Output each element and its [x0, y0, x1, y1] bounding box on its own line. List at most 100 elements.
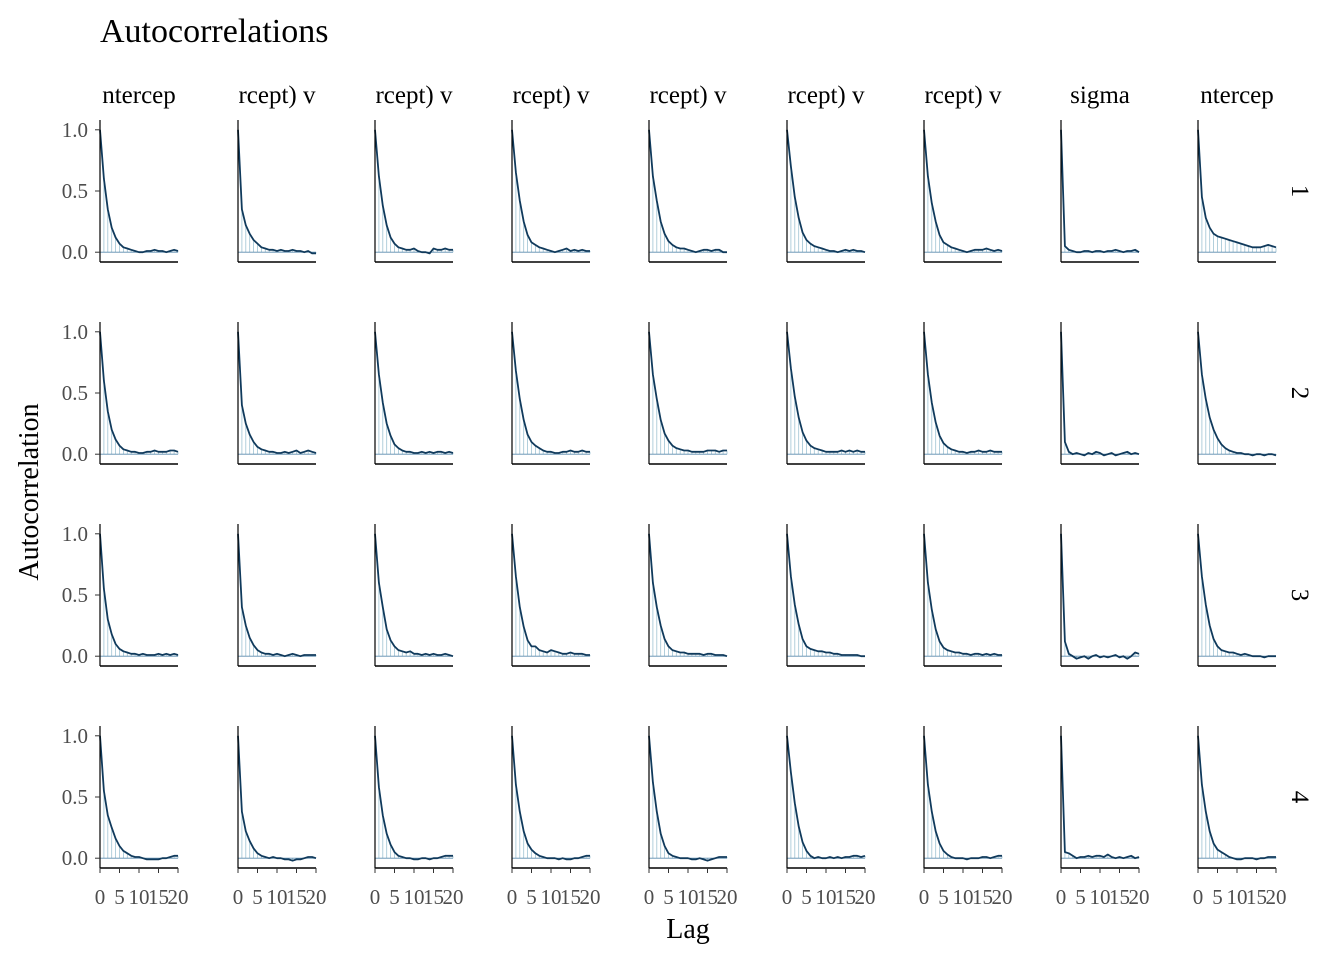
acf-line — [1197, 735, 1276, 861]
acf-panel — [1197, 120, 1277, 263]
y-tick-label: 0.5 — [62, 583, 88, 607]
acf-line — [374, 735, 453, 861]
column-strip-label: rcept) v — [924, 82, 1002, 109]
x-tick-label: 0 — [1193, 885, 1204, 909]
acf-line — [1060, 129, 1140, 254]
acf-line — [923, 533, 1002, 656]
x-tick-label: 10 — [129, 885, 150, 909]
acf-line — [99, 735, 178, 861]
x-tick-label: 15 — [1109, 885, 1130, 909]
acf-panel: 0.0 0.5 1.0 — [62, 320, 179, 466]
x-tick-label: 0 — [919, 885, 930, 909]
acf-panel — [1060, 120, 1140, 263]
acf-panel — [786, 120, 866, 263]
acf-panel — [237, 524, 317, 667]
acf-line — [923, 331, 1002, 454]
x-tick-label: 20 — [1129, 885, 1150, 909]
x-tick-label: 15 — [1246, 885, 1267, 909]
acf-panel — [786, 524, 865, 667]
acf-panel: 0.0 0.5 1.0 — [62, 118, 179, 264]
acf-line — [374, 331, 454, 454]
acf-line — [648, 331, 727, 453]
x-tick-label: 20 — [992, 885, 1013, 909]
acf-line — [511, 331, 590, 454]
acf-line — [99, 331, 179, 454]
row-strip-label: 1 — [1286, 185, 1313, 198]
y-tick-label: 0.5 — [62, 785, 88, 809]
acf-line — [511, 129, 590, 254]
acf-line — [786, 533, 865, 658]
column-strip-label: rcept) v — [375, 82, 453, 109]
x-tick-label: 15 — [148, 885, 169, 909]
x-tick-label: 5 — [252, 885, 263, 909]
x-tick-label: 0 — [782, 885, 793, 909]
acf-line — [1060, 331, 1140, 457]
acf-panel — [237, 322, 317, 465]
acf-panel — [511, 322, 591, 465]
acf-line — [648, 735, 727, 862]
acf-line — [1197, 533, 1276, 659]
acf-panel: 0.0 0.5 1.0 — [62, 522, 179, 668]
x-tick-label: 0 — [233, 885, 244, 909]
acf-panel — [374, 322, 454, 465]
x-tick-label: 20 — [855, 885, 876, 909]
column-strip-label: rcept) v — [649, 82, 727, 109]
y-tick-label: 1.0 — [62, 522, 88, 546]
x-tick-label: 0 — [370, 885, 381, 909]
x-tick-label: 10 — [1090, 885, 1111, 909]
x-tick-label: 5 — [526, 885, 537, 909]
acf-line — [237, 735, 317, 862]
y-tick-label: 0.0 — [62, 846, 88, 870]
y-tick-label: 1.0 — [62, 118, 88, 142]
y-tick-label: 0.0 — [62, 442, 88, 466]
acf-panel — [374, 524, 454, 667]
x-tick-label: 15 — [835, 885, 856, 909]
acf-panel — [374, 120, 454, 263]
acf-line — [511, 735, 590, 861]
x-tick-label: 15 — [286, 885, 307, 909]
acf-panel — [648, 322, 728, 465]
acf-line — [237, 129, 316, 255]
y-tick-label: 1.0 — [62, 320, 88, 344]
acf-line — [99, 533, 179, 656]
row-strip-label: 2 — [1286, 387, 1313, 400]
x-tick-label: 5 — [1075, 885, 1086, 909]
chart-title: Autocorrelations — [100, 13, 329, 50]
x-tick-label: 5 — [1212, 885, 1223, 909]
x-tick-label: 5 — [114, 885, 125, 909]
acf-panel — [1060, 524, 1140, 667]
column-strip-label: ntercep — [102, 82, 176, 109]
row-strip-label: 4 — [1286, 791, 1313, 804]
acf-line — [786, 735, 866, 860]
acf-line — [1060, 735, 1140, 860]
column-strip-label: sigma — [1070, 82, 1130, 109]
x-tick-label: 5 — [389, 885, 400, 909]
x-tick-label: 20 — [1266, 885, 1287, 909]
column-strip-label: rcept) v — [787, 82, 865, 109]
acf-line — [237, 533, 316, 658]
x-tick-label: 20 — [306, 885, 327, 909]
column-strip-label: ntercep — [1200, 82, 1274, 109]
y-tick-label: 1.0 — [62, 724, 88, 748]
acf-panel — [786, 322, 866, 465]
x-tick-label: 10 — [953, 885, 974, 909]
y-tick-label: 0.5 — [62, 381, 88, 405]
acf-panel — [511, 524, 591, 667]
acf-line — [786, 129, 866, 254]
acf-line — [648, 129, 727, 254]
x-tick-label: 15 — [423, 885, 444, 909]
x-tick-label: 15 — [972, 885, 993, 909]
x-tick-label: 20 — [443, 885, 464, 909]
acf-panel — [648, 524, 728, 667]
